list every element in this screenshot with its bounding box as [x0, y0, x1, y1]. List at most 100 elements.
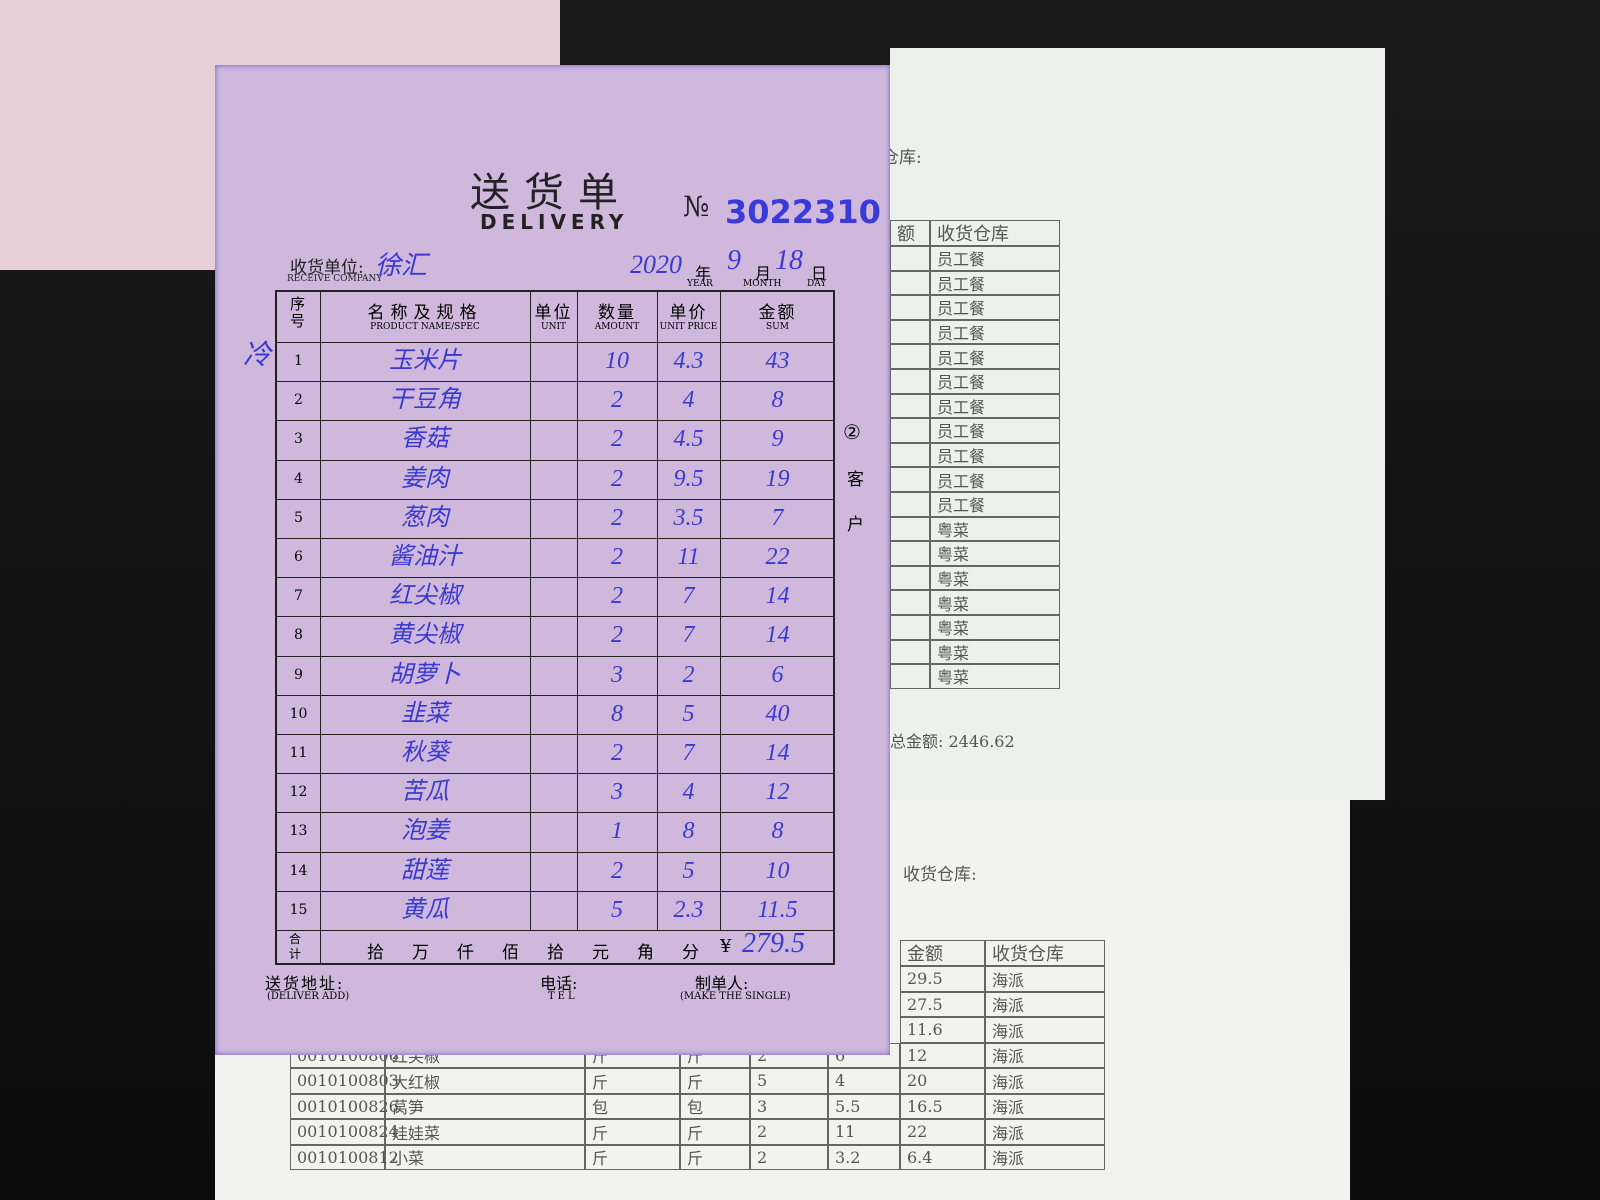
row-number: 11 — [289, 745, 308, 761]
sheet-cell: 员工餐 — [930, 246, 1060, 271]
sheet-cell: 0010100803 — [290, 1068, 399, 1094]
row-line — [277, 498, 833, 500]
margin-note: 冷 — [243, 340, 272, 371]
handwritten-cell: 2 — [611, 740, 623, 766]
sheet-cell: 员工餐 — [930, 467, 1060, 492]
handwritten-cell: 8 — [682, 818, 695, 845]
sheet-cell: 娃娃菜 — [385, 1119, 585, 1145]
handwritten-cell: 22 — [765, 544, 790, 570]
sheet-cell: 5 — [750, 1068, 828, 1094]
sheet-cell: 斤 — [585, 1119, 680, 1145]
year-label: 年 — [695, 264, 712, 283]
handwritten-cell: 黄尖椒 — [389, 622, 461, 649]
maker-label: 制单人: — [695, 974, 749, 993]
sheet-cell: 12 — [900, 1042, 985, 1068]
row-line — [277, 694, 833, 696]
day-label: 日 — [811, 264, 828, 283]
handwritten-cell: 苦瓜 — [401, 779, 449, 806]
sheet-cell — [890, 492, 930, 517]
table: 序号 名称及规格 PRODUCT NAME/SPEC 单位 UNIT 数量 AMOUNT 单价… — [275, 290, 835, 965]
sheet-cell: 斤 — [585, 1144, 680, 1170]
row-line — [277, 577, 833, 579]
row-line — [277, 851, 833, 853]
total-unit: 万 — [412, 943, 429, 963]
total-unit: 佰 — [502, 943, 519, 963]
sheet-cell: 员工餐 — [930, 295, 1060, 320]
sheet-cell — [890, 565, 930, 591]
handwritten-cell: 韭菜 — [401, 700, 449, 727]
row-number: 10 — [289, 705, 308, 722]
sheet-cell: 5.5 — [828, 1093, 900, 1119]
row-number: 4 — [294, 470, 303, 487]
day: 18 — [775, 245, 803, 276]
handwritten-cell: 2 — [611, 622, 623, 649]
handwritten-cell: 葱肉 — [401, 504, 449, 531]
copy-mark: ② — [843, 420, 861, 444]
year-en: YEAR — [687, 279, 713, 289]
handwritten-cell: 酱油汁 — [389, 544, 461, 570]
company-label-en: RECEIVE COMPANY — [287, 274, 383, 284]
sheet-cell: 海派 — [985, 1017, 1105, 1043]
company-label: 收货单位: — [290, 258, 364, 278]
row-number: 12 — [289, 784, 308, 801]
handwritten-cell: 秋葵 — [401, 740, 449, 766]
row-number: 8 — [294, 627, 303, 644]
row-line — [277, 734, 833, 735]
handwritten-cell: 14 — [765, 622, 790, 649]
tel-label: 电话: — [540, 974, 578, 993]
handwritten-cell: 10 — [605, 348, 629, 374]
handwritten-cell: 19 — [765, 465, 790, 492]
month: 9 — [727, 245, 741, 276]
sheet-cell: 粤菜 — [930, 639, 1060, 665]
row-number: 2 — [294, 392, 303, 409]
sheet-cell: 29.5 — [900, 966, 985, 992]
sheet-cell: 海派 — [985, 1144, 1105, 1170]
sheet-cell: 3.2 — [828, 1144, 900, 1170]
sheet-header: 收货仓库 — [985, 940, 1105, 966]
row-number: 13 — [289, 823, 308, 840]
sheet-header: 金额 — [900, 940, 985, 966]
handwritten-cell: 3.5 — [673, 504, 704, 531]
sheet-cell: 员工餐 — [930, 492, 1060, 517]
handwritten-cell: 1 — [611, 818, 623, 845]
tel-en: TEL — [548, 991, 578, 1002]
sheet-cell: 海派 — [985, 1119, 1105, 1145]
total-label: 合计 — [289, 932, 302, 961]
handwritten-cell: 2 — [611, 544, 623, 570]
handwritten-cell: 9 — [771, 426, 784, 453]
row-number: 7 — [294, 588, 303, 605]
sheet-cell: 4 — [828, 1068, 900, 1094]
column-line — [320, 292, 321, 930]
row-line — [277, 342, 833, 343]
column-line — [530, 292, 531, 930]
handwritten-cell: 2.3 — [673, 896, 704, 923]
sheet-cell — [890, 639, 930, 665]
month-en: MONTH — [743, 279, 782, 289]
copy-label: 户 — [847, 515, 864, 535]
copy-label: 客 — [847, 470, 864, 490]
sheet-cell — [890, 246, 930, 271]
row-number: 3 — [294, 431, 303, 448]
handwritten-cell: 玉米片 — [389, 348, 461, 374]
total-unit: 元 — [592, 943, 609, 963]
header-zh: 名称及规格 — [367, 303, 483, 323]
row-number: 1 — [294, 353, 303, 369]
sheet-cell — [890, 590, 930, 615]
year: 2020 — [630, 250, 682, 279]
total-unit: 角 — [637, 943, 654, 963]
sheet-cell — [890, 344, 930, 369]
subtitle: DELIVERY — [480, 210, 629, 234]
number: 3022310 — [725, 193, 881, 231]
handwritten-cell: 黄瓜 — [401, 896, 449, 923]
handwritten-cell: 8 — [771, 387, 784, 414]
sheet-cell: 大红椒 — [385, 1068, 585, 1094]
sheet-cell: 包 — [585, 1093, 680, 1119]
row-line — [277, 381, 833, 383]
row-line — [277, 616, 833, 618]
header-zh: 序号 — [290, 295, 308, 330]
handwritten-cell: 7 — [682, 622, 695, 649]
row-number: 15 — [289, 901, 308, 918]
maker-en: (MAKE THE SINGLE) — [680, 991, 791, 1002]
sheet-cell: 粤菜 — [930, 590, 1060, 615]
